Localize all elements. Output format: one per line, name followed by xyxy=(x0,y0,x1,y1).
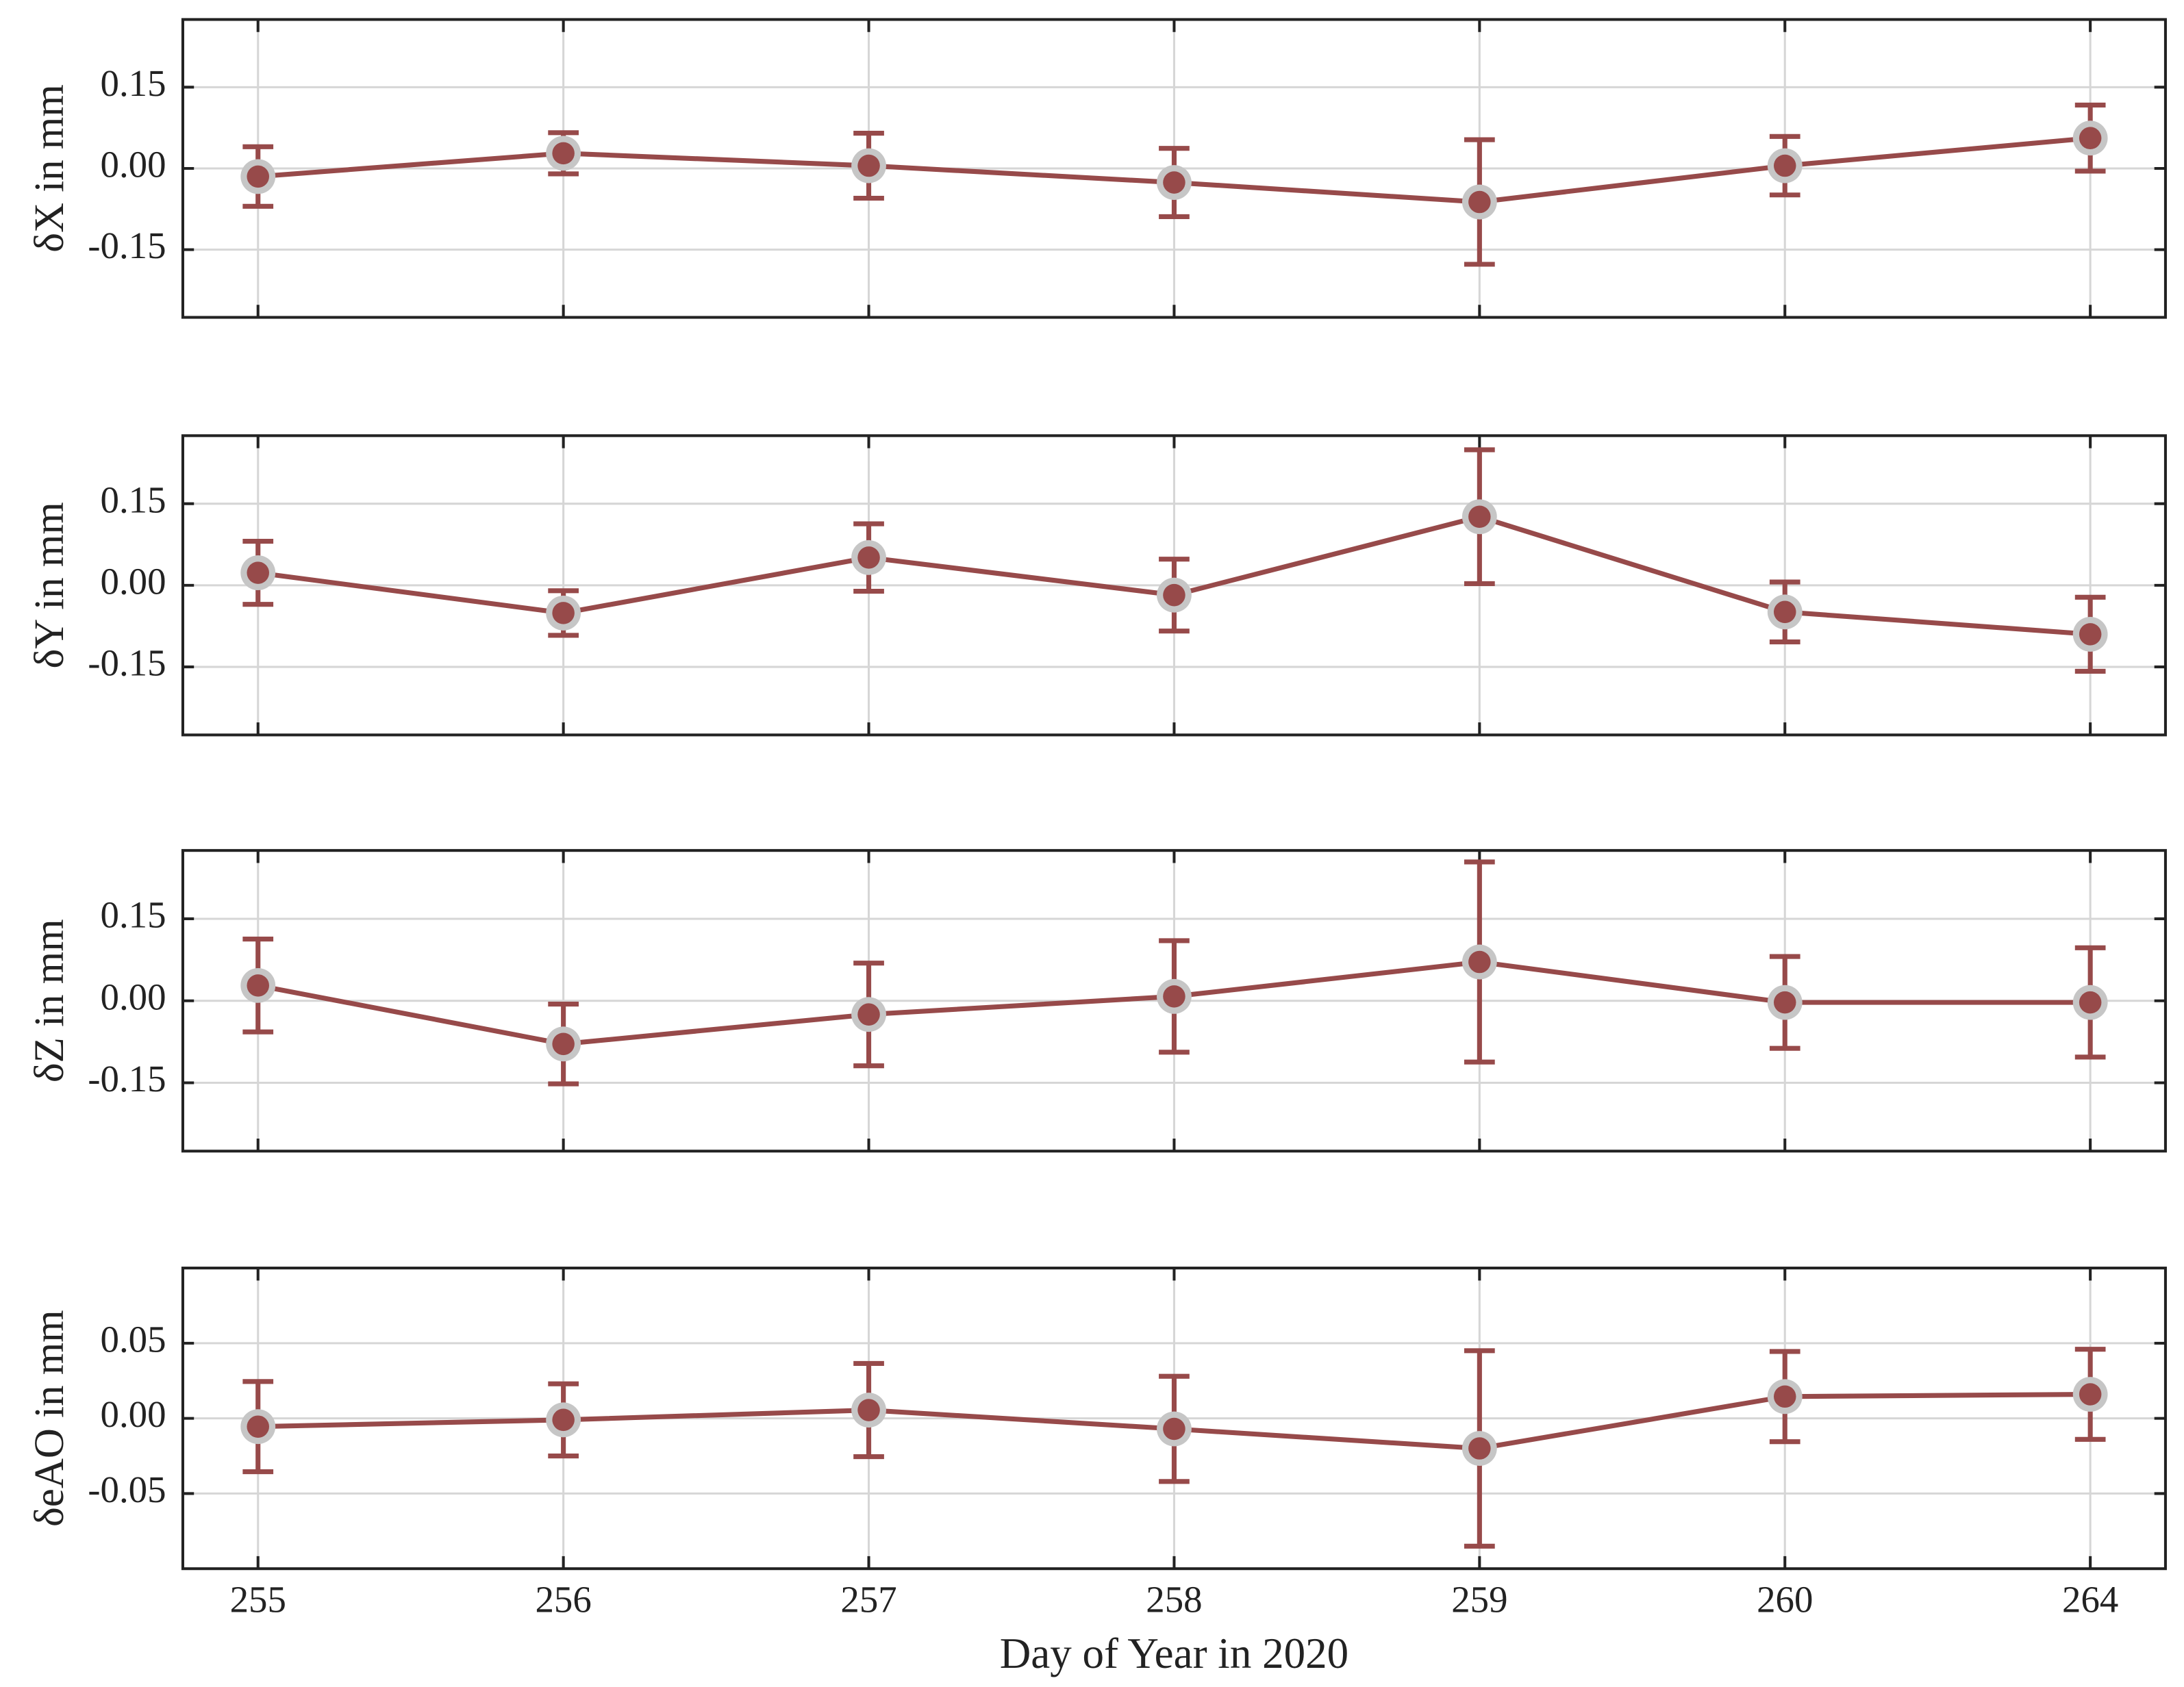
y-tick-label: -0.15 xyxy=(88,1058,166,1100)
y-tick-label: 0.00 xyxy=(101,1393,166,1435)
marker xyxy=(1773,600,1796,624)
marker xyxy=(1773,154,1796,177)
y-tick-label: 0.00 xyxy=(101,976,166,1017)
x-tick-label: 255 xyxy=(230,1579,286,1621)
marker xyxy=(857,1003,880,1026)
marker xyxy=(552,142,575,165)
marker xyxy=(1468,190,1491,214)
x-tick-label: 264 xyxy=(2062,1579,2118,1621)
y-tick-label: 0.15 xyxy=(101,62,166,104)
x-tick-label: 256 xyxy=(535,1579,591,1621)
marker xyxy=(247,561,269,584)
marker xyxy=(857,154,880,177)
x-axis-label: Day of Year in 2020 xyxy=(1000,1629,1348,1677)
axes-frame xyxy=(181,18,2167,319)
marker xyxy=(857,546,880,569)
axes-frame xyxy=(181,849,2167,1153)
y-axis-label: δY in mm xyxy=(27,502,73,668)
y-tick-label: 0.15 xyxy=(101,479,166,520)
marker xyxy=(1163,985,1185,1008)
x-tick-label: 258 xyxy=(1146,1579,1202,1621)
y-axis-label: δeAO in mm xyxy=(27,1310,73,1527)
marker xyxy=(2079,1383,2102,1406)
marker xyxy=(552,1408,575,1432)
y-tick-label: 0.15 xyxy=(101,894,166,936)
marker xyxy=(1163,171,1185,194)
marker xyxy=(1468,950,1491,974)
y-tick-label: 0.05 xyxy=(101,1318,166,1360)
marker xyxy=(247,1415,269,1438)
axes-frame xyxy=(181,434,2167,737)
x-tick-label: 260 xyxy=(1757,1579,1813,1621)
marker xyxy=(1468,1437,1491,1460)
marker xyxy=(2079,127,2102,149)
marker xyxy=(2079,991,2102,1014)
marker xyxy=(1773,1385,1796,1408)
y-axis-label: δX in mm xyxy=(27,84,73,253)
y-tick-label: 0.00 xyxy=(101,144,166,186)
y-tick-label: -0.15 xyxy=(88,225,166,266)
marker xyxy=(247,974,269,997)
marker xyxy=(1163,583,1185,607)
y-tick-label: -0.05 xyxy=(88,1469,166,1510)
marker xyxy=(1468,505,1491,529)
marker xyxy=(857,1399,880,1421)
axes-frame xyxy=(181,1267,2167,1571)
y-axis-label: δZ in mm xyxy=(27,919,73,1082)
y-tick-label: 0.00 xyxy=(101,560,166,602)
marker xyxy=(2079,623,2102,646)
marker xyxy=(247,165,269,188)
x-tick-label: 259 xyxy=(1451,1579,1507,1621)
marker xyxy=(1773,991,1796,1014)
y-tick-label: -0.15 xyxy=(88,642,166,684)
x-tick-label: 257 xyxy=(840,1579,896,1621)
marker xyxy=(1163,1417,1185,1441)
marker xyxy=(552,1032,575,1056)
marker xyxy=(552,602,575,624)
